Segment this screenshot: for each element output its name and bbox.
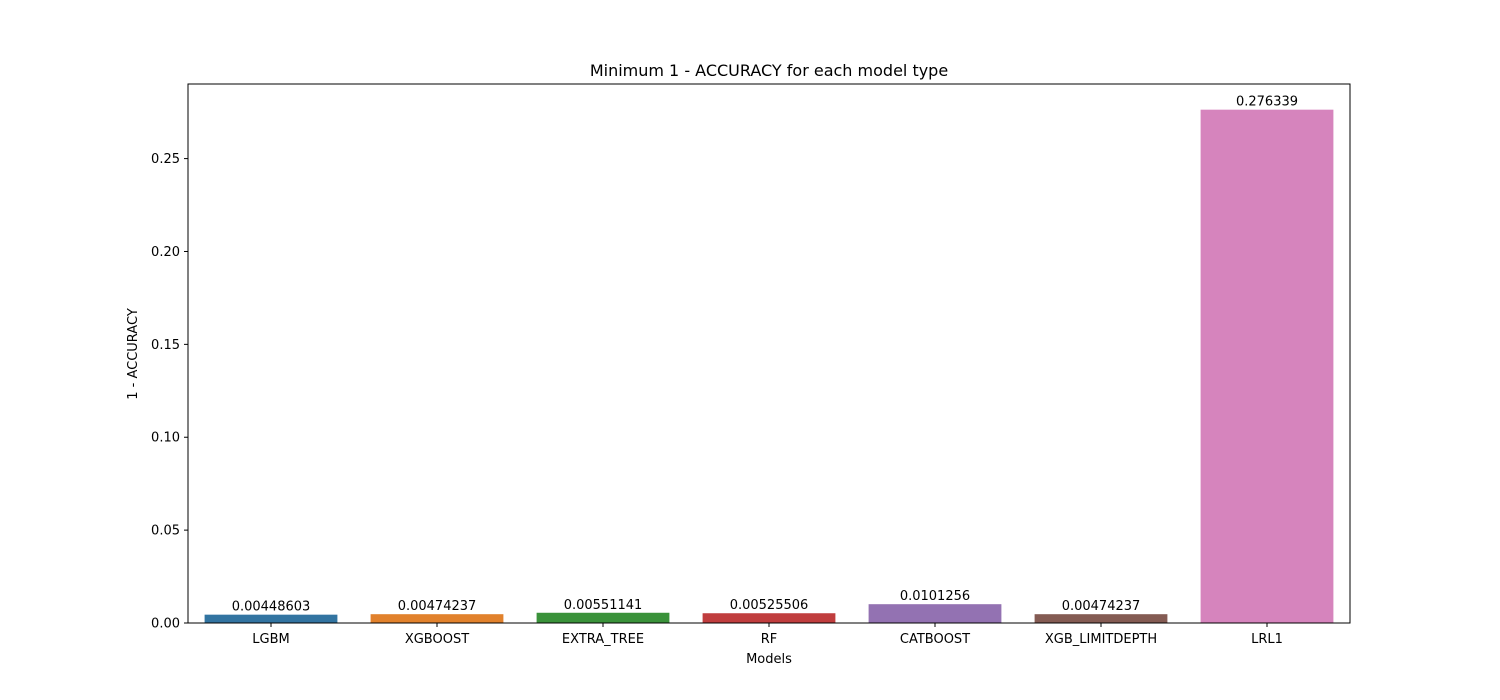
- bars-layer: [204, 109, 1334, 623]
- x-tick-label: RF: [761, 632, 778, 647]
- bar-rf: [702, 613, 836, 623]
- x-tick-label: CATBOOST: [900, 632, 970, 647]
- y-tick-label: 0.15: [151, 338, 180, 353]
- x-tick-label: EXTRA_TREE: [562, 632, 644, 647]
- data-label-catboost: 0.0101256: [900, 589, 970, 604]
- data-label-rf: 0.00525506: [730, 598, 809, 613]
- bar-xgboost: [370, 614, 504, 623]
- x-tick-label: XGB_LIMITDEPTH: [1045, 632, 1157, 647]
- y-tick-label: 0.20: [151, 245, 180, 260]
- bar-extra-tree: [536, 612, 670, 623]
- data-label-extra-tree: 0.00551141: [564, 598, 643, 613]
- bar-catboost: [868, 604, 1002, 623]
- x-axis-label: Models: [746, 652, 792, 667]
- chart-title: Minimum 1 - ACCURACY for each model type: [590, 61, 948, 80]
- data-label-xgboost: 0.00474237: [398, 599, 477, 614]
- data-label-xgb-limitdepth: 0.00474237: [1062, 599, 1141, 614]
- y-tick-label: 0.25: [151, 152, 180, 167]
- plot-frame: [187, 83, 1351, 624]
- x-axis: LGBM XGBOOST EXTRA_TREE RF CATBOOST XGB_LIMIT…: [252, 623, 1283, 647]
- y-tick-label: 0.10: [151, 431, 180, 446]
- data-label-lgbm: 0.00448603: [232, 600, 311, 615]
- y-axis-label: 1 - ACCURACY: [126, 308, 141, 400]
- bar-xgb-limitdepth: [1034, 614, 1168, 623]
- y-axis: 0.00 0.05 0.10 0.15 0.20 0.25: [151, 152, 188, 632]
- y-tick-label: 0.00: [151, 617, 180, 632]
- data-label-lrl1: 0.276339: [1236, 95, 1298, 110]
- x-tick-label: LGBM: [252, 632, 289, 647]
- x-tick-label: XGBOOST: [405, 632, 469, 647]
- data-labels-layer: 0.00448603 0.00474237 0.00551141 0.00525506…: [232, 95, 1298, 615]
- x-tick-label: LRL1: [1251, 632, 1283, 647]
- bar-lgbm: [204, 614, 338, 623]
- y-tick-label: 0.05: [151, 524, 180, 539]
- bar-lrl1: [1200, 109, 1334, 623]
